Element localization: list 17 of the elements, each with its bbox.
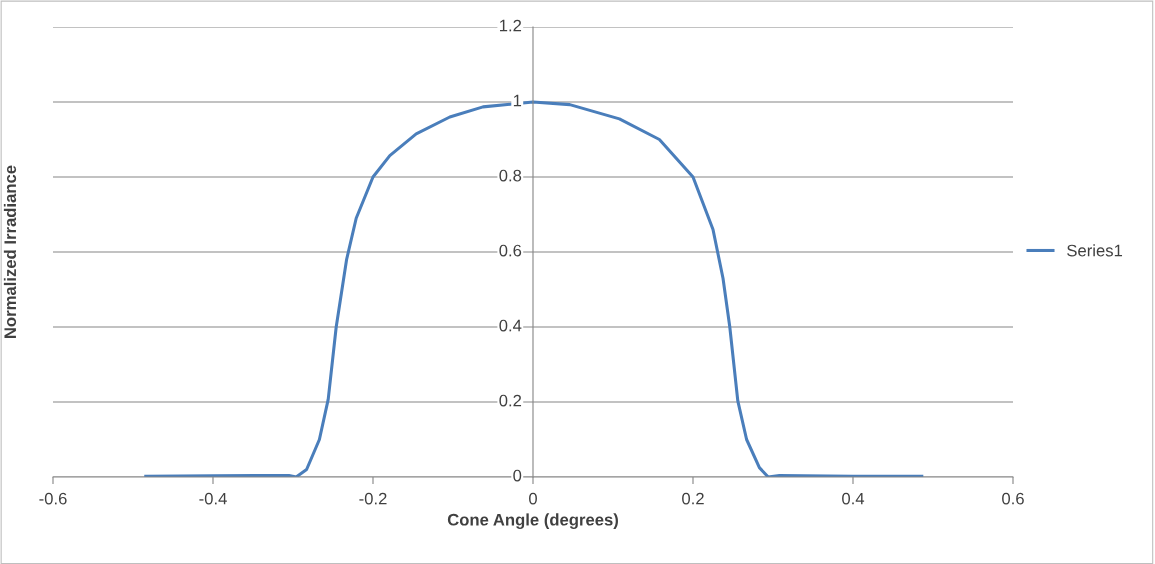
y-tick-label: 0.8 [499, 169, 522, 182]
x-tick-label: 0.2 [682, 492, 704, 505]
x-tick-label: -0.4 [199, 492, 227, 505]
legend-label: Series1 [1067, 244, 1123, 257]
x-tick-label: -0.2 [359, 492, 387, 505]
y-tick-label: 0.6 [499, 244, 522, 257]
y-tick-label: 1 [513, 94, 522, 107]
x-tick-label: 0 [529, 492, 537, 505]
y-tick-label: 0 [513, 469, 522, 482]
x-tick-label: 0.4 [842, 492, 865, 505]
y-tick-label: 1.2 [499, 19, 522, 32]
y-tick-label: 0.4 [499, 319, 522, 332]
x-tick-label: 0.6 [1002, 492, 1024, 505]
y-tick-label: 0.2 [499, 394, 522, 407]
x-tick-label: -0.6 [39, 492, 67, 505]
y-axis-title: Normalized Irradiance [3, 165, 17, 338]
x-axis-title: Cone Angle (degrees) [447, 513, 618, 529]
